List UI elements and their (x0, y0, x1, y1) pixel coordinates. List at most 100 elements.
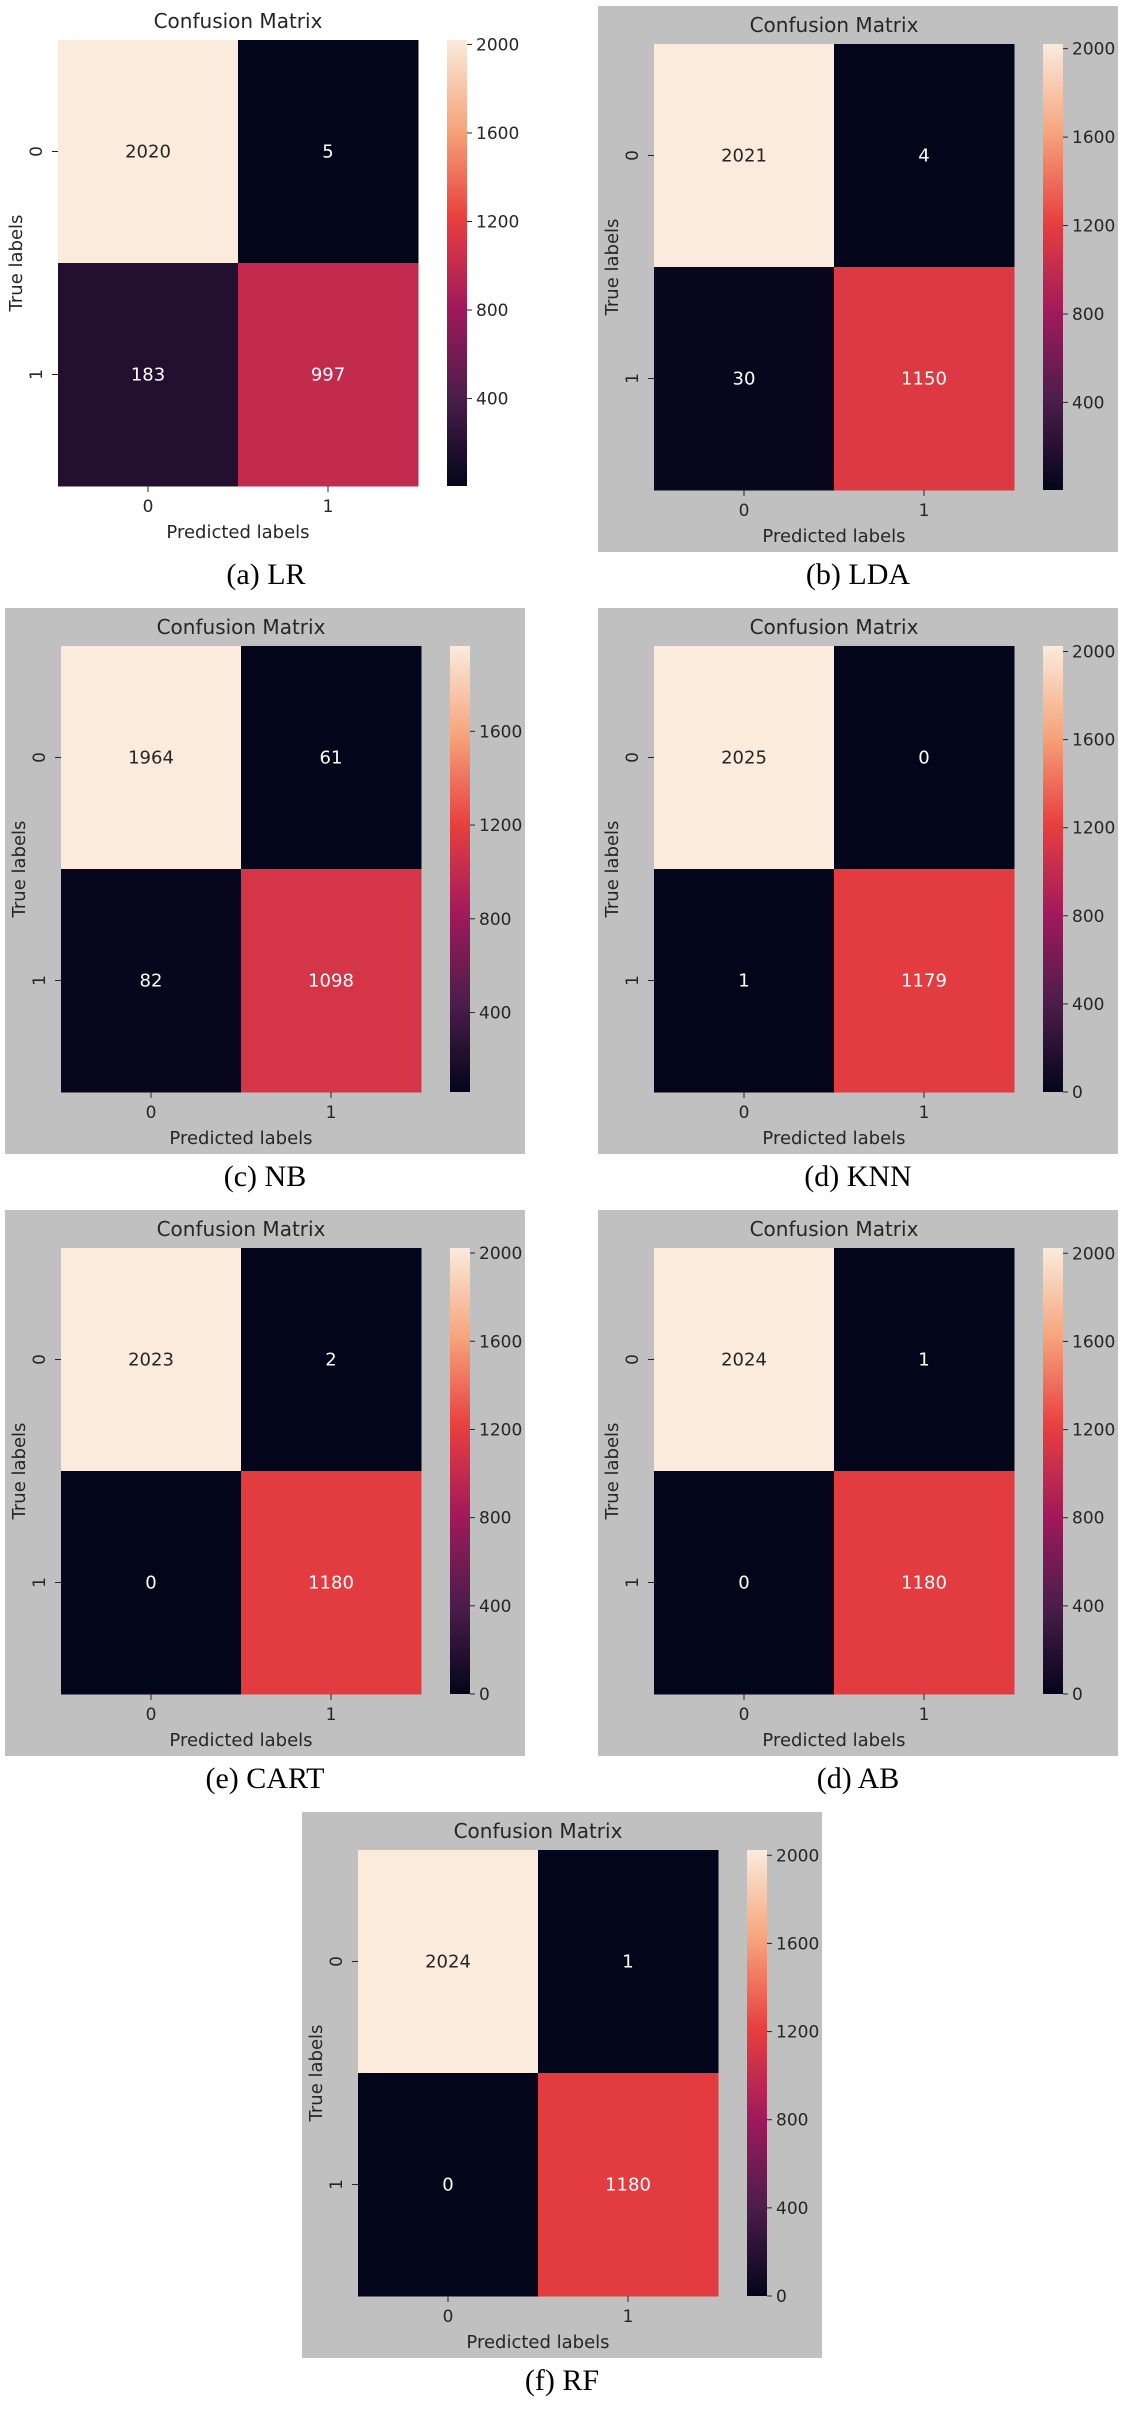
heatmap-cell-0-1 (834, 1248, 1015, 1472)
cell-value-1-1: 1179 (901, 971, 947, 992)
chart-title: Confusion Matrix (157, 1217, 326, 1241)
cell-value-0-1: 1 (918, 1350, 929, 1371)
cell-value-1-0: 30 (733, 369, 756, 390)
y-axis-label: True labels (6, 215, 27, 313)
cell-value-1-0: 1 (738, 971, 749, 992)
x-tick-label-1: 1 (919, 1705, 930, 1725)
panel-rf: Confusion Matrix 2024 1 0 1180 0 1 0 1 Predicted … (302, 1812, 822, 2358)
x-axis-label: Predicted labels (762, 526, 905, 547)
y-axis-label: True labels (602, 219, 623, 317)
y-tick-label-1: 1 (623, 1577, 643, 1588)
heatmap-cell-0-1 (538, 1850, 719, 2074)
heatmap-cell-0-0 (61, 1248, 242, 1472)
y-tick-label-0: 0 (327, 1956, 347, 1967)
cell-value-0-1: 1 (622, 1952, 633, 1973)
cell-value-1-1: 1150 (901, 369, 947, 390)
caption-rf: (f) RF (524, 2364, 600, 2397)
colorbar-tick-label-2000: 2000 (476, 35, 519, 55)
x-tick-label-0: 0 (739, 1705, 750, 1725)
heatmap-cell-1-0 (654, 267, 835, 491)
colorbar-tick-label-800: 800 (1072, 907, 1104, 927)
panel-lr: Confusion Matrix 2020 5 183 997 0 1 0 1 Predicted… (2, 2, 530, 552)
cell-value-1-0: 0 (738, 1573, 749, 1594)
colorbar (747, 1850, 767, 2296)
heatmap-cell-1-1 (241, 1471, 422, 1695)
panel-cart: Confusion Matrix 2023 2 0 1180 0 1 0 1 Predicted … (5, 1210, 525, 1756)
colorbar-tick-label-1600: 1600 (1072, 1332, 1115, 1352)
colorbar (447, 40, 467, 486)
confusion-matrix-lr: Confusion Matrix 2020 5 183 997 0 1 0 1 Predicted… (2, 2, 530, 552)
colorbar-tick-label-400: 400 (479, 1597, 511, 1617)
heatmap-cell-0-1 (834, 646, 1015, 870)
x-tick-label-0: 0 (146, 1705, 157, 1725)
heatmap-cell-0-1 (241, 646, 422, 870)
colorbar (1043, 44, 1063, 490)
x-tick-label-0: 0 (739, 501, 750, 521)
x-tick-label-1: 1 (919, 1103, 930, 1123)
y-axis-label: True labels (602, 1423, 623, 1521)
chart-title: Confusion Matrix (750, 1217, 919, 1241)
cell-value-0-0: 1964 (128, 748, 174, 769)
confusion-matrix-cart: Confusion Matrix 2023 2 0 1180 0 1 0 1 Predicted … (5, 1210, 525, 1756)
cell-value-0-0: 2021 (721, 146, 767, 167)
colorbar (1043, 646, 1063, 1092)
colorbar-tick-label-400: 400 (1072, 1597, 1104, 1617)
y-tick-label-0: 0 (30, 1354, 50, 1365)
x-axis-label: Predicted labels (166, 522, 309, 543)
cell-value-0-0: 2020 (125, 142, 171, 163)
cell-value-1-0: 82 (140, 971, 163, 992)
cell-value-1-1: 1180 (308, 1573, 354, 1594)
colorbar-tick-label-400: 400 (776, 2199, 808, 2219)
panel-nb: Confusion Matrix 1964 61 82 1098 0 1 0 1 Predicte… (5, 608, 525, 1154)
y-tick-label-1: 1 (327, 2179, 347, 2190)
y-tick-label-0: 0 (623, 752, 643, 763)
cell-value-1-0: 183 (131, 365, 165, 386)
y-tick-label-1: 1 (30, 1577, 50, 1588)
y-axis-label: True labels (602, 821, 623, 919)
colorbar-tick-label-1200: 1200 (776, 2023, 819, 2043)
colorbar (450, 646, 470, 1092)
cell-value-0-0: 2023 (128, 1350, 174, 1371)
cell-value-0-1: 2 (325, 1350, 336, 1371)
colorbar-tick-label-0: 0 (776, 2287, 787, 2307)
y-axis-label: True labels (9, 1423, 30, 1521)
heatmap-cell-1-0 (654, 1471, 835, 1695)
caption-ab: (d) AB (816, 1762, 900, 1795)
colorbar-tick-label-1200: 1200 (1072, 819, 1115, 839)
x-tick-label-1: 1 (919, 501, 930, 521)
colorbar-tick-label-800: 800 (476, 301, 508, 321)
caption-cart: (e) CART (205, 1762, 325, 1795)
colorbar-tick-label-400: 400 (1072, 393, 1104, 413)
colorbar-tick-label-400: 400 (476, 390, 508, 410)
caption-knn: (d) KNN (804, 1160, 912, 1193)
x-tick-label-1: 1 (326, 1705, 337, 1725)
colorbar-tick-label-1600: 1600 (479, 722, 522, 742)
colorbar-tick-label-0: 0 (1072, 1685, 1083, 1705)
heatmap-cell-0-1 (834, 44, 1015, 268)
heatmap-cell-1-1 (834, 267, 1015, 491)
panel-lda: Confusion Matrix 2021 4 30 1150 0 1 0 1 Predicted… (598, 6, 1118, 552)
x-tick-label-0: 0 (146, 1103, 157, 1123)
y-tick-label-0: 0 (27, 146, 47, 157)
colorbar-tick-label-1600: 1600 (479, 1332, 522, 1352)
cell-value-0-1: 4 (918, 146, 929, 167)
colorbar-tick-label-2000: 2000 (479, 1244, 522, 1264)
x-axis-label: Predicted labels (169, 1730, 312, 1751)
colorbar-tick-label-1200: 1200 (1072, 1421, 1115, 1441)
colorbar-tick-label-400: 400 (479, 1004, 511, 1024)
y-tick-label-0: 0 (30, 752, 50, 763)
colorbar (450, 1248, 470, 1694)
colorbar-tick-label-1200: 1200 (479, 1420, 522, 1440)
colorbar-tick-label-1200: 1200 (479, 816, 522, 836)
cell-value-1-0: 0 (145, 1573, 156, 1594)
heatmap-cell-1-1 (834, 1471, 1015, 1695)
cell-value-0-0: 2024 (721, 1350, 767, 1371)
cell-value-1-1: 1180 (901, 1573, 947, 1594)
heatmap-cell-1-0 (58, 263, 239, 487)
heatmap-cell-1-1 (238, 263, 419, 487)
x-axis-label: Predicted labels (762, 1128, 905, 1149)
y-tick-label-1: 1 (623, 373, 643, 384)
colorbar-tick-label-800: 800 (479, 1509, 511, 1529)
colorbar-tick-label-2000: 2000 (1072, 1244, 1115, 1264)
heatmap-cell-0-0 (58, 40, 239, 264)
